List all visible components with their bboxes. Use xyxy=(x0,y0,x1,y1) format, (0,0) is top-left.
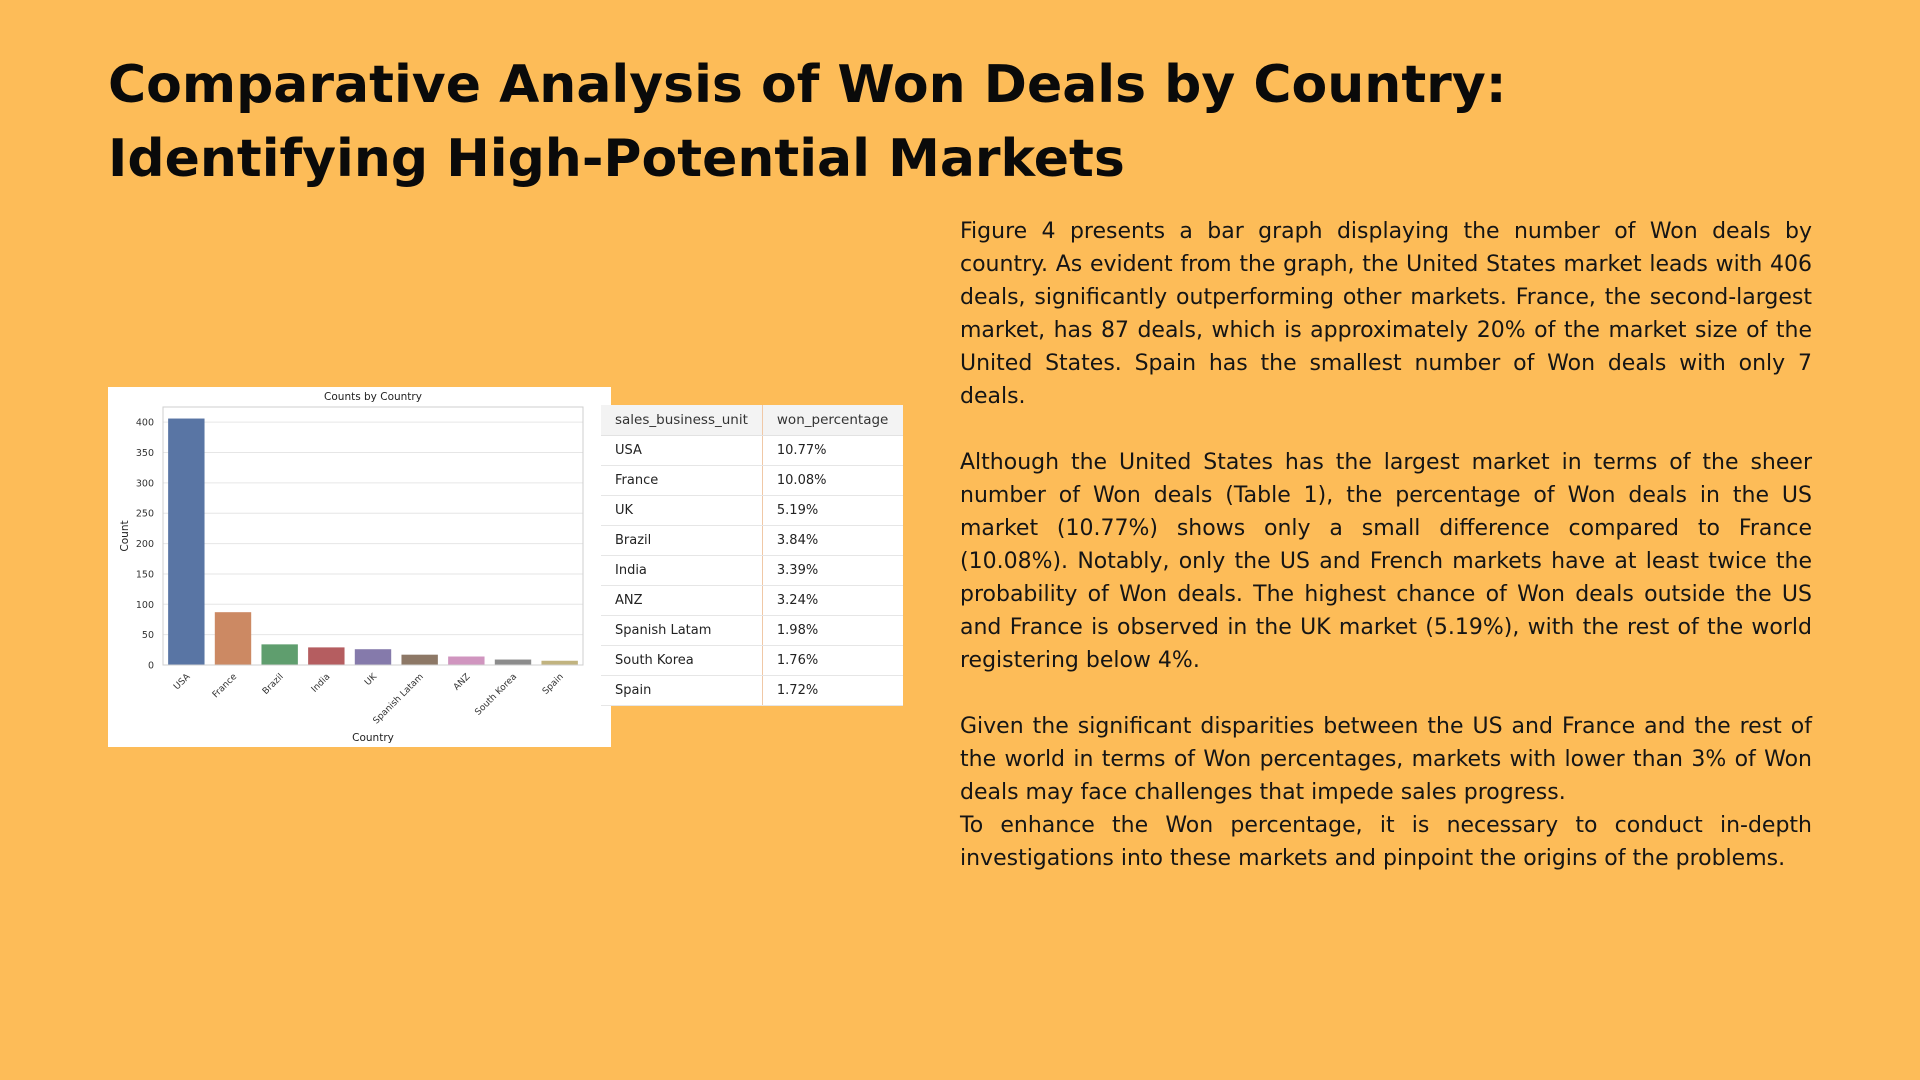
bar-anz xyxy=(448,656,485,665)
table-cell-unit: India xyxy=(601,555,763,586)
y-tick-label: 0 xyxy=(148,661,154,672)
x-tick-label: Spanish Latam xyxy=(372,672,426,726)
x-axis-label: Country xyxy=(352,732,394,744)
table-cell-percentage: 1.76% xyxy=(762,645,903,676)
table-row: Spanish Latam 1.98% xyxy=(601,615,903,646)
paragraph-percentage-analysis: Although the United States has the large… xyxy=(960,450,1812,673)
x-tick-label: India xyxy=(310,672,333,695)
x-tick-label: UK xyxy=(363,671,380,688)
page-title: Comparative Analysis of Won Deals by Cou… xyxy=(108,55,1507,189)
table-row: South Korea 1.76% xyxy=(601,645,903,676)
table-cell-percentage: 3.84% xyxy=(762,525,903,556)
y-tick-label: 100 xyxy=(136,600,154,611)
table-cell-percentage: 1.98% xyxy=(762,615,903,646)
won-percentage-table-panel: sales_business_unit won_percentage USA 10… xyxy=(601,405,903,706)
x-tick-label: USA xyxy=(172,671,193,692)
table-cell-unit: Spain xyxy=(601,675,763,706)
x-tick-label: France xyxy=(211,672,240,701)
table-cell-percentage: 3.24% xyxy=(762,585,903,616)
bar-chart: Counts by Country 0 50 100 150 200 250 300 350 40… xyxy=(119,391,584,744)
y-tick-label: 200 xyxy=(136,539,154,550)
table-row: France 10.08% xyxy=(601,465,903,496)
table-row: UK 5.19% xyxy=(601,495,903,526)
table-cell-unit: France xyxy=(601,465,763,496)
table-cell-percentage: 1.72% xyxy=(762,675,903,706)
bar-france xyxy=(214,612,252,665)
bar-south-korea xyxy=(494,659,532,665)
paragraph-recommendation: To enhance the Won percentage, it is nec… xyxy=(960,813,1812,871)
table-cell-unit: Brazil xyxy=(601,525,763,556)
table-row: Brazil 3.84% xyxy=(601,525,903,556)
table-cell-unit: Spanish Latam xyxy=(601,615,763,646)
won-percentage-table: sales_business_unit won_percentage USA 10… xyxy=(601,405,903,706)
y-tick-label: 250 xyxy=(136,509,154,520)
y-tick-label: 300 xyxy=(136,478,154,489)
table-cell-unit: ANZ xyxy=(601,585,763,616)
bar-india xyxy=(308,647,345,665)
y-tick-label: 150 xyxy=(136,569,154,580)
table-row: ANZ 3.24% xyxy=(601,585,903,616)
y-axis-label: Count xyxy=(119,520,131,551)
table-row: Spain 1.72% xyxy=(601,675,903,706)
bar-spanish-latam xyxy=(401,654,438,665)
y-tick-label: 400 xyxy=(136,418,154,429)
x-tick-label: ANZ xyxy=(452,672,473,693)
paragraph-figure-summary: Figure 4 presents a bar graph displaying… xyxy=(960,219,1812,409)
table-cell-percentage: 3.39% xyxy=(762,555,903,586)
table-cell-unit: South Korea xyxy=(601,645,763,676)
x-tick-label: Spain xyxy=(541,672,566,697)
table-cell-percentage: 10.77% xyxy=(762,435,903,466)
paragraph-disparities: Given the significant disparities betwee… xyxy=(960,714,1812,805)
table-cell-percentage: 10.08% xyxy=(762,465,903,496)
x-tick-label: South Korea xyxy=(473,672,519,718)
x-tick-label: Brazil xyxy=(261,672,286,697)
table-row: India 3.39% xyxy=(601,555,903,586)
column-header-won-percentage: won_percentage xyxy=(762,405,903,436)
table-cell-percentage: 5.19% xyxy=(762,495,903,526)
y-tick-label: 350 xyxy=(136,448,154,459)
analysis-text: Figure 4 presents a bar graph displaying… xyxy=(960,215,1812,875)
bar-brazil xyxy=(261,644,298,665)
y-tick-label: 50 xyxy=(142,630,154,641)
bar-spain xyxy=(541,660,578,665)
table-cell-unit: USA xyxy=(601,435,763,466)
bar-chart-panel: Counts by Country 0 50 100 150 200 250 300 350 40… xyxy=(108,387,611,747)
table-header-row: sales_business_unit won_percentage xyxy=(601,405,903,436)
column-header-sales-business-unit: sales_business_unit xyxy=(601,405,763,436)
table-row: USA 10.77% xyxy=(601,435,903,466)
bar-uk xyxy=(354,649,392,665)
table-cell-unit: UK xyxy=(601,495,763,526)
bar-usa xyxy=(168,418,205,665)
plot-frame xyxy=(162,406,584,666)
chart-title: Counts by Country xyxy=(324,391,422,403)
